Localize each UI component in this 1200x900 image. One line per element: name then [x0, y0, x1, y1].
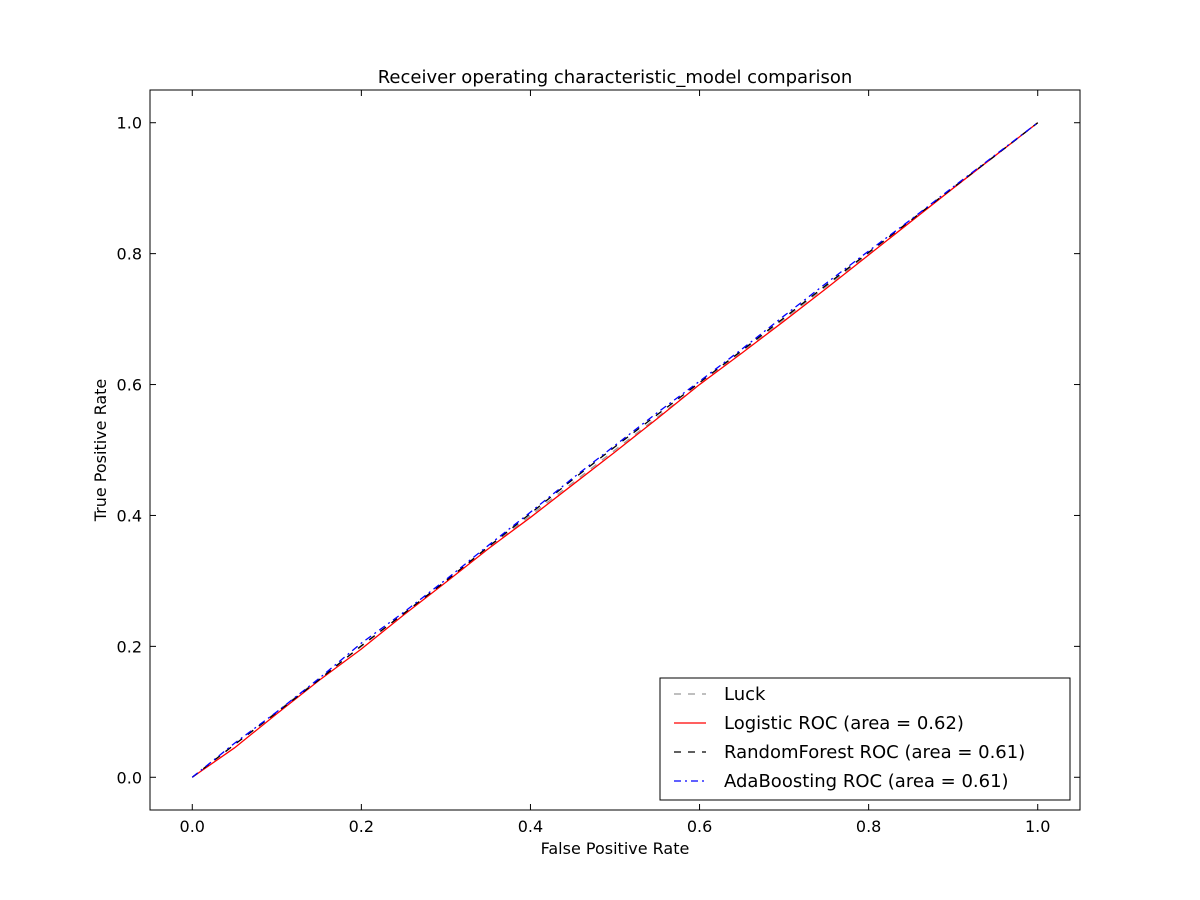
legend-label-3: AdaBoosting ROC (area = 0.61)	[724, 771, 1009, 792]
y-tick-label-4: 0.8	[117, 245, 142, 264]
ticks-layer: 0.0 0.2 0.4 0.6 0.8 1.0 0.0 0.2 0.4 0.6 0.8 1.0	[117, 90, 1080, 836]
y-axis-title: True Positive Rate	[91, 379, 110, 523]
x-tick-label-4: 0.8	[856, 817, 881, 836]
legend-label-2: RandomForest ROC (area = 0.61)	[724, 742, 1025, 763]
x-axis-title: False Positive Rate	[541, 839, 690, 858]
series-line-2	[191, 122, 1039, 778]
y-tick-label-2: 0.4	[117, 506, 142, 525]
x-tick-label-2: 0.4	[518, 817, 543, 836]
legend-label-0: Luck	[724, 684, 766, 705]
series-line-1	[191, 122, 1039, 778]
x-tick-label-0: 0.0	[180, 817, 205, 836]
legend-label-1: Logistic ROC (area = 0.62)	[724, 713, 964, 734]
x-tick-label-1: 0.2	[349, 817, 374, 836]
chart-title: Receiver operating characteristic_model …	[378, 67, 853, 88]
x-tick-label-3: 0.6	[687, 817, 712, 836]
series-line-0	[191, 122, 1039, 778]
plot-frame	[149, 89, 1081, 811]
series-layer	[191, 122, 1039, 778]
y-tick-label-0: 0.0	[117, 768, 142, 787]
x-tick-label-5: 1.0	[1025, 817, 1050, 836]
y-tick-label-1: 0.2	[117, 637, 142, 656]
y-tick-label-3: 0.6	[117, 376, 142, 395]
legend: Luck Logistic ROC (area = 0.62) RandomFore…	[659, 677, 1071, 801]
y-tick-label-5: 1.0	[117, 114, 142, 133]
legend-frame	[659, 677, 1071, 801]
